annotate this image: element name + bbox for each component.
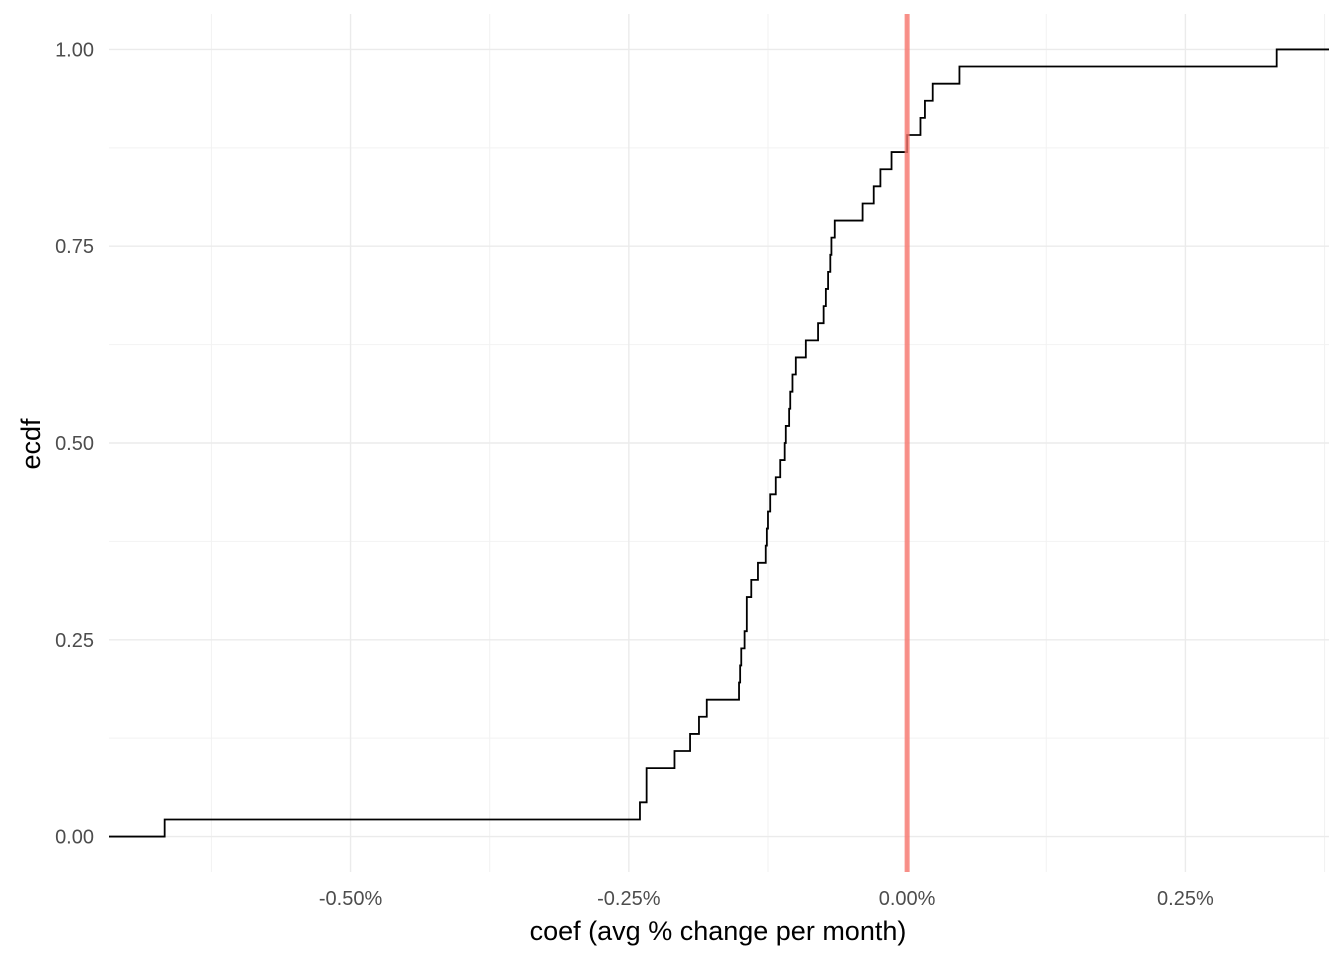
major-grid [109,14,1329,872]
ecdf-step-line [109,48,1329,838]
y-tick-label: 0.25 [55,630,94,652]
x-tick-labels: -0.50% -0.25% 0.00% 0.25% [319,888,1214,910]
y-axis-title: ecdf [16,418,46,470]
x-tick-label: -0.50% [319,888,383,910]
x-axis-title: coef (avg % change per month) [530,916,907,946]
y-tick-label: 0.00 [55,827,94,849]
y-tick-label: 0.75 [55,236,94,258]
series-layer [109,48,1329,838]
x-tick-label: 0.25% [1157,888,1214,910]
y-tick-labels: 0.00 0.25 0.50 0.75 1.00 [55,39,94,848]
y-tick-label: 0.50 [55,433,94,455]
y-tick-label: 1.00 [55,39,94,61]
x-tick-label: -0.25% [597,888,661,910]
x-tick-label: 0.00% [879,888,936,910]
